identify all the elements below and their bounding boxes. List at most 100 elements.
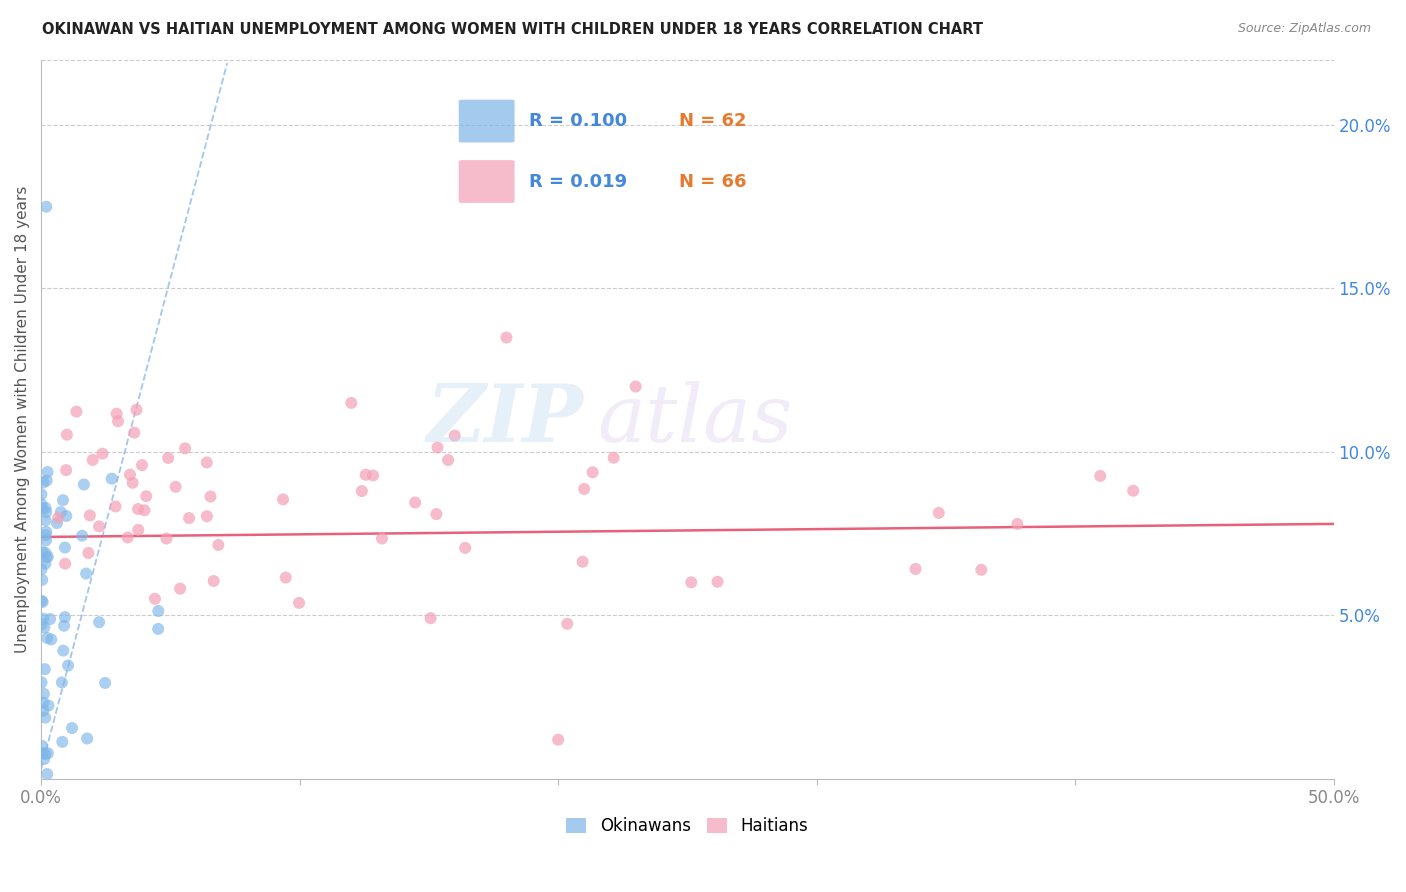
Point (53, 610, 76, 624)
Point (155, 532, 177, 546)
Point (354, 467, 377, 482)
Point (65, 404, 87, 418)
Point (143, 591, 166, 606)
Point (51, 675, 73, 690)
Point (35, 505, 58, 519)
Point (122, 425, 145, 440)
Point (34, 546, 56, 560)
Point (37, 549, 59, 564)
Point (582, 466, 605, 480)
Text: OKINAWAN VS HAITIAN UNEMPLOYMENT AMONG WOMEN WITH CHILDREN UNDER 18 YEARS CORREL: OKINAWAN VS HAITIAN UNEMPLOYMENT AMONG W… (42, 22, 983, 37)
Point (32, 696, 55, 710)
Point (118, 467, 141, 482)
Point (1090, 469, 1112, 483)
Point (174, 442, 197, 456)
Point (34, 557, 56, 571)
Point (79, 508, 101, 523)
Point (195, 509, 218, 524)
Point (454, 541, 477, 555)
Point (202, 574, 225, 588)
Point (350, 484, 373, 499)
Point (34, 662, 56, 676)
Point (547, 732, 569, 747)
Point (495, 330, 517, 344)
Point (37, 698, 59, 713)
Point (49, 505, 72, 519)
Point (404, 495, 426, 509)
Point (32, 687, 55, 701)
Point (75, 566, 97, 581)
Point (117, 531, 139, 545)
Point (34, 501, 56, 516)
Point (121, 475, 143, 490)
Point (706, 574, 728, 589)
Point (904, 562, 927, 576)
Point (419, 611, 441, 625)
Point (31, 617, 53, 632)
Point (602, 450, 624, 465)
Point (165, 480, 187, 494)
Point (56, 427, 79, 442)
Point (1007, 516, 1029, 531)
Point (52, 643, 75, 657)
Point (928, 506, 950, 520)
Point (52, 493, 75, 508)
Point (200, 490, 222, 504)
Point (148, 604, 170, 618)
Point (361, 468, 384, 483)
Point (60, 721, 83, 735)
Point (127, 502, 149, 516)
Point (77, 546, 100, 560)
Text: Source: ZipAtlas.com: Source: ZipAtlas.com (1237, 22, 1371, 36)
Point (371, 532, 394, 546)
Point (37, 631, 59, 645)
Point (31, 746, 53, 760)
Point (107, 414, 129, 428)
Point (70, 529, 93, 543)
Point (169, 582, 191, 596)
Point (56, 658, 79, 673)
Point (73, 477, 96, 491)
Point (31, 501, 53, 516)
Point (104, 500, 127, 514)
Point (31, 595, 53, 609)
Point (31, 544, 53, 558)
Point (135, 489, 157, 503)
Point (37, 465, 59, 479)
Point (970, 563, 993, 577)
Point (53, 557, 76, 571)
Point (51, 735, 73, 749)
Point (32, 475, 55, 490)
Point (34, 620, 56, 634)
Point (32, 612, 55, 626)
Point (105, 407, 128, 421)
Point (571, 555, 593, 569)
Point (34, 710, 56, 724)
Point (572, 482, 595, 496)
Legend: Okinawans, Haitians: Okinawans, Haitians (567, 817, 808, 835)
Point (76, 731, 98, 746)
Point (39, 612, 62, 626)
Point (32, 752, 55, 766)
Point (89, 519, 111, 533)
Point (31, 739, 53, 753)
Point (94, 676, 117, 690)
Point (425, 507, 447, 521)
Point (37, 746, 59, 760)
Point (146, 622, 169, 636)
Point (35, 474, 58, 488)
Point (31, 593, 53, 607)
Point (288, 596, 311, 610)
Point (55, 508, 77, 523)
Point (31, 573, 53, 587)
Point (30, 487, 52, 501)
Point (39, 632, 62, 647)
Point (274, 570, 297, 584)
Point (555, 616, 578, 631)
Point (31, 562, 53, 576)
Point (35, 528, 58, 542)
Point (271, 492, 294, 507)
Point (32, 704, 55, 718)
Point (624, 379, 647, 393)
Point (35, 533, 58, 548)
